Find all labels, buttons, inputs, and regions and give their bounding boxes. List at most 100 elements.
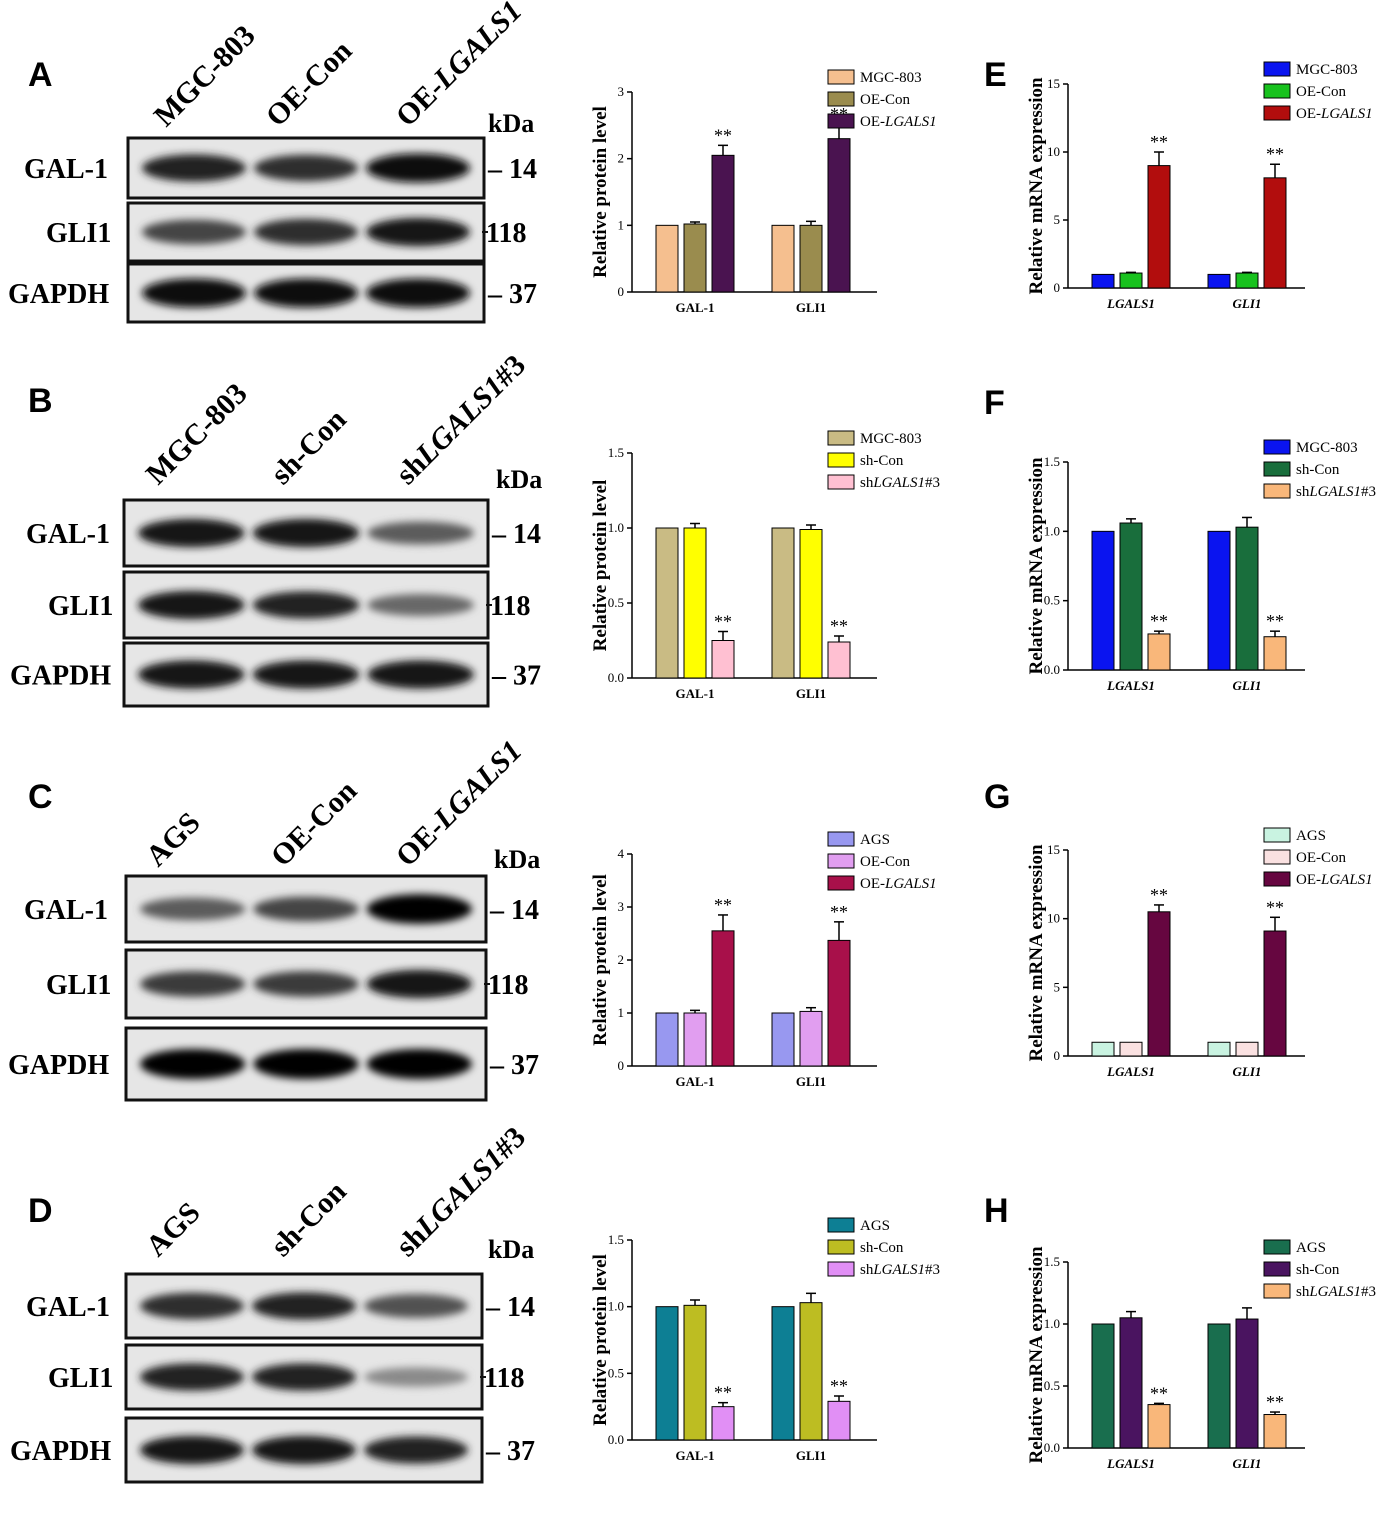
bar: [1207, 273, 1231, 289]
blot-row-gapdh: GAPDH – 37: [10, 641, 541, 708]
legend-label: OE-LGALS1: [1296, 872, 1373, 888]
kda-label: kDa: [494, 845, 540, 874]
legend-swatch: [827, 69, 855, 85]
x-tick-label: LGALS1: [1106, 678, 1155, 693]
bar: [771, 1306, 795, 1441]
bar: [1091, 273, 1115, 289]
legend-label: sh-Con: [1296, 1262, 1340, 1278]
legend-label: shLGALS1#3: [1296, 1284, 1376, 1300]
legend-swatch: [827, 452, 855, 468]
mw-label: – 14: [491, 519, 541, 550]
panel-letter: B: [28, 382, 53, 420]
protein-label: GAL-1: [26, 1292, 110, 1323]
bar: [1119, 522, 1143, 671]
blot-band: [254, 154, 358, 182]
bar: [1263, 177, 1287, 289]
bar: [1235, 272, 1259, 289]
x-tick-label: LGALS1: [1106, 1456, 1155, 1471]
y-tick-label: 0: [618, 1058, 625, 1073]
y-tick-label: 15: [1047, 76, 1060, 91]
bar: [1263, 1414, 1287, 1449]
significance-label: **: [1150, 885, 1168, 905]
mw-label: – 37: [489, 1050, 539, 1081]
legend-label: AGS: [860, 832, 890, 848]
lane-label: AGS: [140, 806, 207, 873]
legend-swatch: [827, 853, 855, 869]
mw-label: – 14: [485, 1292, 535, 1323]
x-tick-label: GAL-1: [676, 1448, 715, 1463]
y-tick-label: 1.0: [608, 1299, 624, 1314]
bar: [799, 1302, 823, 1441]
y-tick-label: 1.0: [1044, 1316, 1060, 1331]
blot-band: [366, 217, 470, 247]
bar: [1263, 930, 1287, 1057]
bar: [1091, 1041, 1115, 1057]
x-tick-label: GLI1: [1233, 1456, 1262, 1471]
blot-band: [253, 896, 359, 922]
legend-swatch: [1263, 439, 1291, 455]
y-axis-label: Relative protein level: [590, 1254, 611, 1426]
legend-label: MGC-803: [860, 70, 922, 86]
bar: [1119, 1317, 1143, 1449]
bar: [1207, 530, 1231, 671]
legend-label: OE-LGALS1: [1296, 106, 1373, 122]
legend-label: OE-LGALS1: [860, 876, 937, 892]
bar: [1207, 1041, 1231, 1057]
significance-label: **: [1150, 1383, 1168, 1403]
y-tick-label: 1: [618, 217, 625, 232]
blot-band: [367, 660, 474, 689]
significance-label: **: [1266, 611, 1284, 631]
significance-label: **: [714, 895, 732, 915]
panel-letter: A: [28, 56, 53, 94]
lane-label: MGC-803: [148, 19, 262, 133]
lane-label: OE-Con: [260, 34, 359, 133]
x-tick-label: GAL-1: [676, 1074, 715, 1089]
y-tick-label: 0.0: [608, 1432, 624, 1447]
blot-row-gal-1: GAL-1 – 14: [24, 136, 537, 200]
mw-label: – 14: [487, 154, 537, 185]
y-tick-label: 5: [1054, 979, 1061, 994]
significance-label: **: [1266, 1392, 1284, 1412]
blot-band: [142, 219, 246, 245]
blot-row-gli1: GLI1 118: [46, 201, 526, 263]
legend-swatch: [827, 1261, 855, 1277]
panel-letter: C: [28, 778, 53, 816]
x-tick-label: GLI1: [1233, 296, 1262, 311]
bar: [683, 1012, 707, 1067]
blot-band: [252, 1435, 356, 1465]
lane-label: sh-Con: [265, 1175, 353, 1263]
bar: [1147, 633, 1171, 671]
mw-label: 118: [486, 218, 526, 249]
legend-label: MGC-803: [1296, 62, 1358, 78]
y-tick-label: 4: [618, 846, 625, 861]
legend-label: AGS: [1296, 828, 1326, 844]
blot-band: [142, 278, 246, 308]
panel-letter: H: [984, 1192, 1009, 1230]
legend-swatch: [827, 1239, 855, 1255]
legend-swatch: [827, 474, 855, 490]
blot-band: [364, 1294, 468, 1318]
y-tick-label: 10: [1047, 911, 1060, 926]
blot-row-gli1: GLI1 118: [48, 1343, 524, 1411]
bar: [1119, 1041, 1143, 1057]
legend-swatch: [1263, 827, 1291, 843]
blot-band: [252, 1292, 356, 1320]
blot-band: [142, 154, 246, 182]
bar-chart-4: 0.0 0.5 1.0 1.5 Relative protein level ** GAL-…: [590, 1217, 940, 1463]
kda-label: kDa: [496, 465, 542, 494]
bar: [771, 224, 795, 293]
panel-letter: D: [28, 1192, 53, 1230]
bar-chart-3: 0 1 2 3 4 Relative protein level ** GAL-1 ** GLI1…: [590, 831, 937, 1089]
legend-swatch: [1263, 1261, 1291, 1277]
x-tick-label: GLI1: [796, 686, 826, 701]
legend-label: OE-Con: [1296, 84, 1346, 100]
protein-label: GLI1: [46, 218, 111, 249]
legend-label: shLGALS1#3: [1296, 484, 1376, 500]
y-tick-label: 0: [1054, 280, 1061, 295]
legend-swatch: [827, 1217, 855, 1233]
blot-band: [254, 218, 358, 246]
blot-band: [252, 518, 360, 548]
bar: [711, 930, 735, 1067]
